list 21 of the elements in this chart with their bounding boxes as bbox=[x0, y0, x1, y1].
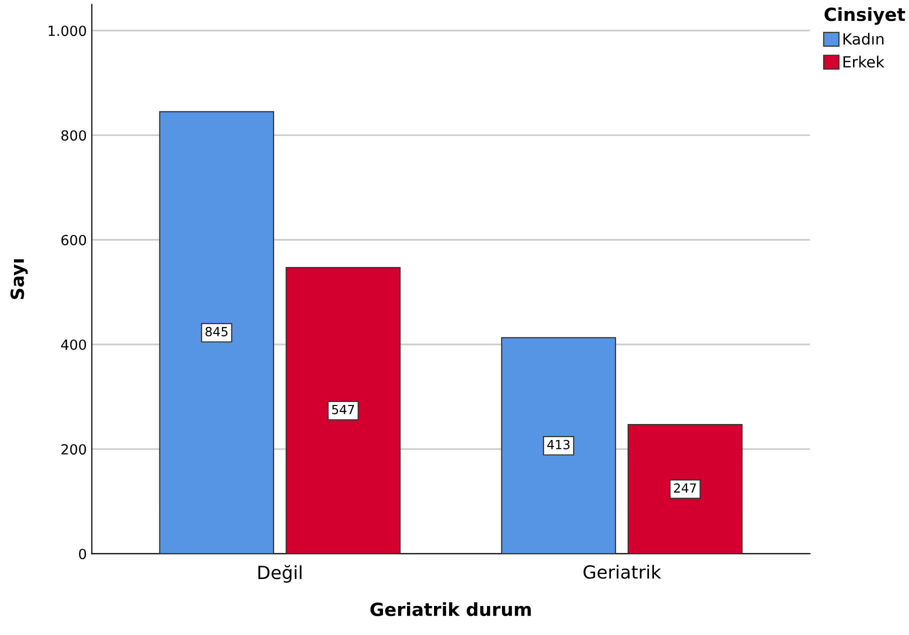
x-tick-label: Değil bbox=[258, 564, 302, 583]
y-tick-label: 0 bbox=[79, 548, 86, 560]
x-tick-label: Geriatrik bbox=[584, 564, 662, 579]
y-tick-label: 1.000 bbox=[48, 26, 86, 36]
data-label: 845 bbox=[206, 326, 228, 336]
bar bbox=[159, 111, 274, 554]
data-label: 247 bbox=[674, 483, 696, 493]
legend-label: Kadın bbox=[844, 32, 884, 45]
bar bbox=[286, 267, 401, 554]
legend-label: Erkek bbox=[844, 56, 884, 68]
y-axis-title: Sayı bbox=[10, 259, 28, 300]
data-label: 547 bbox=[332, 404, 354, 414]
y-tick-label: 800 bbox=[61, 130, 86, 141]
y-tick-label: 600 bbox=[61, 234, 86, 246]
x-axis-title: Geriatrik durum bbox=[370, 602, 531, 616]
legend-title: Cinsiyet bbox=[824, 7, 906, 25]
bar bbox=[628, 424, 743, 554]
y-tick-label: 200 bbox=[61, 444, 86, 455]
data-label: 413 bbox=[547, 440, 570, 450]
y-tick-label: 400 bbox=[61, 339, 86, 350]
bar bbox=[501, 337, 616, 554]
